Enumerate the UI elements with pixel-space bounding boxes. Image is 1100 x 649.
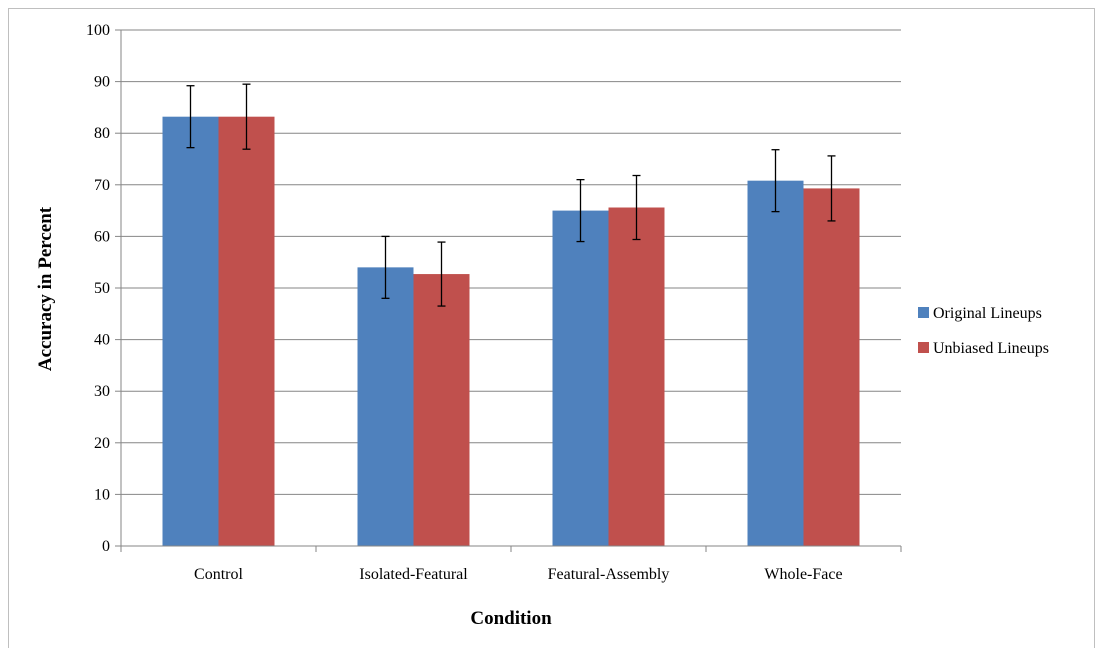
y-tick-label: 90 — [94, 74, 110, 91]
bar — [357, 267, 414, 546]
y-tick-label: 50 — [94, 280, 110, 297]
legend-swatch — [918, 307, 929, 318]
y-tick-labels: 0 10 20 30 40 50 60 70 80 90 100 — [86, 22, 110, 555]
x-tick-label: Isolated-Featural — [359, 566, 468, 583]
y-tick-label: 60 — [94, 228, 110, 245]
x-axis-title: Condition — [470, 608, 552, 629]
y-tick-label: 20 — [94, 435, 110, 452]
x-tick-label: Control — [194, 566, 243, 583]
y-tick-label: 80 — [94, 125, 110, 142]
chart-frame — [8, 8, 1095, 648]
y-tick-label: 10 — [94, 486, 110, 503]
bar — [162, 116, 219, 547]
legend-swatch — [918, 342, 929, 353]
x-tick-labels: Control Isolated-Featural Featural-Assembl… — [194, 566, 843, 583]
legend-label: Original Lineups — [933, 305, 1042, 322]
legend-label: Unbiased Lineups — [933, 340, 1049, 357]
y-tick-label: 100 — [86, 22, 110, 39]
bar — [413, 274, 470, 546]
axes — [115, 29, 902, 552]
y-axis-title: Accuracy in Percent — [35, 206, 56, 371]
x-tick-label: Featural-Assembly — [548, 566, 670, 583]
bar — [552, 210, 609, 546]
legend: Original Lineups Unbiased Lineups — [918, 305, 1049, 357]
x-tick-label: Whole-Face — [764, 566, 842, 583]
error-bars — [186, 83, 836, 307]
bars — [162, 116, 860, 547]
bar — [803, 188, 860, 547]
bar — [218, 116, 275, 547]
y-tick-label: 40 — [94, 332, 110, 349]
bar — [747, 180, 804, 546]
bar — [608, 207, 665, 546]
y-tick-label: 30 — [94, 383, 110, 400]
y-tick-label: 0 — [102, 538, 110, 555]
y-tick-label: 70 — [94, 177, 110, 194]
